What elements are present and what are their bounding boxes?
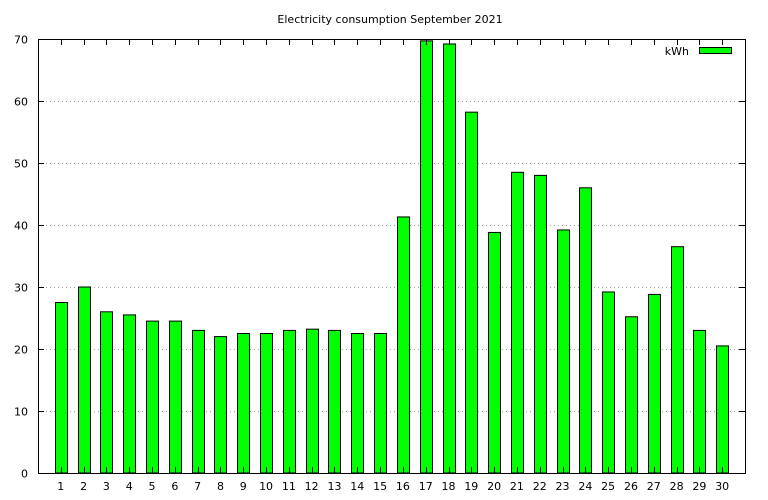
chart-title: Electricity consumption September 2021 — [277, 13, 502, 26]
x-tick-label-13: 13 — [327, 480, 341, 493]
bar-day-25 — [602, 291, 615, 474]
x-tick-label-16: 16 — [396, 480, 410, 493]
x-tick-label-9: 9 — [240, 480, 247, 493]
y-tick-label-20: 20 — [14, 344, 28, 357]
bar-day-3 — [100, 311, 113, 474]
bar-day-11 — [283, 329, 296, 474]
bar-day-6 — [169, 320, 182, 474]
bar-day-15 — [374, 333, 387, 474]
legend: kWh — [665, 45, 732, 58]
y-tick-label-70: 70 — [14, 34, 28, 47]
bar-day-20 — [488, 231, 501, 474]
y-tick-label-40: 40 — [14, 220, 28, 233]
x-tick-label-15: 15 — [373, 480, 387, 493]
x-tick-label-7: 7 — [194, 480, 201, 493]
x-tick-label-4: 4 — [126, 480, 133, 493]
y-tick-label-10: 10 — [14, 406, 28, 419]
plot-frame — [38, 39, 746, 474]
x-tick-label-20: 20 — [487, 480, 501, 493]
bar-day-1 — [55, 302, 68, 474]
bar-day-26 — [625, 316, 638, 474]
bar-day-18 — [443, 43, 456, 474]
x-tick-label-12: 12 — [305, 480, 319, 493]
x-tick-label-18: 18 — [442, 480, 456, 493]
bar-day-4 — [123, 314, 136, 474]
x-tick-label-1: 1 — [57, 480, 64, 493]
y-tick-label-50: 50 — [14, 158, 28, 171]
bar-day-16 — [397, 216, 410, 474]
x-tick-label-19: 19 — [464, 480, 478, 493]
y-tick-label-0: 0 — [21, 468, 28, 481]
x-tick-label-29: 29 — [692, 480, 706, 493]
bar-day-13 — [328, 329, 341, 474]
bar-day-8 — [214, 336, 227, 474]
bar-day-14 — [351, 333, 364, 474]
x-tick-label-2: 2 — [80, 480, 87, 493]
x-tick-label-23: 23 — [556, 480, 570, 493]
x-tick-label-30: 30 — [715, 480, 729, 493]
x-tick-label-17: 17 — [419, 480, 433, 493]
x-tick-label-5: 5 — [149, 480, 156, 493]
bar-day-29 — [693, 329, 706, 474]
bar-day-5 — [146, 320, 159, 474]
bars — [55, 40, 729, 474]
y-tick-label-60: 60 — [14, 96, 28, 109]
x-tick-label-27: 27 — [647, 480, 661, 493]
bar-day-30 — [716, 345, 729, 474]
bar-day-19 — [465, 111, 478, 474]
bar-day-27 — [648, 293, 661, 474]
bar-day-12 — [306, 328, 319, 474]
bar-day-10 — [260, 333, 273, 474]
x-tick-label-14: 14 — [350, 480, 364, 493]
bar-day-21 — [511, 171, 524, 474]
x-tick-label-26: 26 — [624, 480, 638, 493]
bar-day-23 — [557, 229, 570, 474]
bar-day-24 — [579, 187, 592, 474]
gridlines — [38, 101, 745, 412]
bar-day-22 — [534, 174, 547, 474]
legend-label-kwh: kWh — [665, 45, 689, 58]
bar-day-28 — [671, 246, 684, 474]
x-tick-label-25: 25 — [601, 480, 615, 493]
x-tick-label-10: 10 — [259, 480, 273, 493]
x-tick-label-21: 21 — [510, 480, 524, 493]
bar-day-2 — [78, 286, 91, 474]
x-tick-label-24: 24 — [578, 480, 592, 493]
x-tick-label-11: 11 — [282, 480, 296, 493]
x-tick-label-6: 6 — [171, 480, 178, 493]
y-tick-label-30: 30 — [14, 282, 28, 295]
bar-day-17 — [420, 40, 433, 474]
x-tick-label-22: 22 — [533, 480, 547, 493]
x-tick-label-8: 8 — [217, 480, 224, 493]
legend-swatch-kwh — [699, 47, 732, 54]
x-tick-label-28: 28 — [670, 480, 684, 493]
bar-day-9 — [237, 333, 250, 474]
bar-day-7 — [192, 329, 205, 474]
x-tick-label-3: 3 — [103, 480, 110, 493]
